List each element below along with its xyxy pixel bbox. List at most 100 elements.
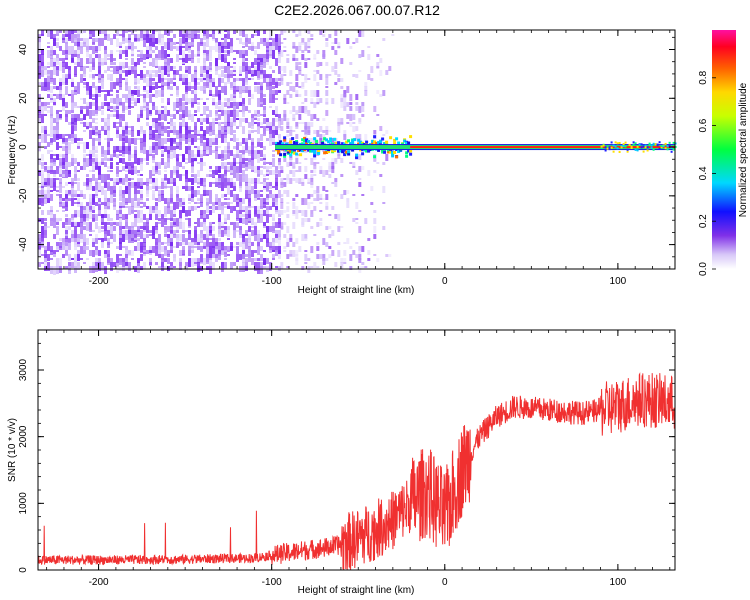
spectrogram-cell xyxy=(182,254,185,256)
spectrogram-cell xyxy=(191,102,194,107)
spectrogram-cell xyxy=(221,50,224,53)
spectrogram-cell xyxy=(224,102,227,107)
spectrogram-cell xyxy=(56,38,59,41)
spectrogram-cell xyxy=(149,214,152,220)
spectrogram-cell xyxy=(209,110,212,117)
spectrogram-cell xyxy=(197,118,200,122)
spectrogram-cell xyxy=(92,102,95,106)
spectrogram-cell xyxy=(218,106,221,111)
spectrogram-cell xyxy=(125,166,128,168)
spectrogram-cell xyxy=(331,42,335,44)
spectrogram-cell xyxy=(143,238,146,243)
spectrogram-cell xyxy=(203,150,206,156)
spectrogram-cell xyxy=(77,234,80,238)
spectrogram-cell xyxy=(260,198,263,207)
spectrogram-cell xyxy=(242,78,245,86)
spectrogram-cell xyxy=(173,82,176,86)
spectrogram-cell xyxy=(221,226,224,228)
spectrogram-cell xyxy=(44,166,47,170)
spectrogram-cell xyxy=(131,94,134,101)
spectrogram-cell xyxy=(110,110,113,112)
spectrogram-cell xyxy=(146,106,149,108)
spectrogram-cell xyxy=(98,250,101,256)
spectrogram-cell xyxy=(92,202,95,205)
spectrogram-cell xyxy=(38,50,41,53)
spectrogram-cell xyxy=(152,50,155,53)
spectrogram-cell xyxy=(101,38,104,46)
spectrogram-cell xyxy=(248,254,251,256)
spectrogram-cell xyxy=(176,42,179,44)
spectrogram-cell xyxy=(122,166,125,171)
spectrogram-cell xyxy=(44,198,47,204)
spectrogram-cell xyxy=(310,174,314,179)
spectrogram-cell xyxy=(59,238,62,241)
spectrogram-cell xyxy=(263,222,266,228)
spectrogram-signal-cell xyxy=(313,154,317,158)
spectrogram-cell xyxy=(92,38,95,44)
spectrogram-cell xyxy=(227,238,230,240)
spectrogram-cell xyxy=(131,126,134,131)
spectrogram-cell xyxy=(65,242,68,251)
spectrogram-cell xyxy=(83,74,86,77)
spectrogram-cell xyxy=(364,134,368,141)
spectrogram-cell xyxy=(227,122,230,127)
spectrogram-cell xyxy=(167,98,170,105)
spectrogram-cell xyxy=(337,226,341,232)
spectrogram-cell xyxy=(328,34,332,38)
spectrogram-cell xyxy=(227,142,230,149)
spectrogram-cell xyxy=(203,190,206,196)
spectrogram-cell xyxy=(301,218,305,225)
spectrogram-cell xyxy=(233,106,236,111)
spectrogram-cell xyxy=(179,210,182,219)
spectrogram-cell xyxy=(53,266,56,275)
spectrogram-cell xyxy=(92,86,95,88)
spectrogram-cell xyxy=(119,86,122,90)
spectrogram-cell xyxy=(245,246,248,249)
spectrogram-cell xyxy=(248,246,251,252)
spectrogram-cell xyxy=(113,182,116,186)
spectrogram-cell xyxy=(119,66,122,70)
spectrogram-cell xyxy=(289,86,293,91)
spectrogram-cell xyxy=(227,162,230,165)
spectrogram-cell xyxy=(62,198,65,201)
spectrogram-cell xyxy=(364,266,368,268)
spectrogram-cell xyxy=(140,174,143,176)
spectrogram-cell xyxy=(59,202,62,207)
spectrogram-cell xyxy=(113,202,116,205)
spectrogram-cell xyxy=(182,110,185,114)
spectrogram-cell xyxy=(242,218,245,224)
spectrogram-cell xyxy=(275,194,278,199)
spectrogram-cell xyxy=(197,202,200,204)
spectrogram-cell xyxy=(86,214,89,219)
spectrogram-cell xyxy=(385,70,389,75)
spectrogram-cell xyxy=(194,34,197,39)
spectrogram-cell xyxy=(245,254,248,257)
spectrogram-cell xyxy=(304,42,308,46)
spectrogram-cell xyxy=(176,242,179,248)
spectrogram-cell xyxy=(292,198,296,201)
spectrogram-cell xyxy=(119,226,122,235)
spectrogram-cell xyxy=(307,178,311,182)
spectrogram-signal-cell xyxy=(355,156,359,160)
spectrogram-cell xyxy=(343,134,347,140)
spectrogram-cell xyxy=(161,118,164,120)
spectrogram-signal-cell xyxy=(345,150,349,154)
spectrogram-cell xyxy=(334,50,338,55)
spectrogram-cell xyxy=(38,110,41,113)
spectrogram-cell xyxy=(62,186,65,188)
spectrogram-cell xyxy=(272,142,275,145)
spectrogram-cell xyxy=(140,250,143,252)
spectrogram-cell xyxy=(346,238,350,244)
spectrogram-cell xyxy=(62,162,65,169)
spectrogram-cell xyxy=(44,134,47,143)
spectrogram-cell xyxy=(355,218,359,220)
spectrogram-cell xyxy=(68,198,71,201)
spectrogram-cell xyxy=(62,74,65,83)
spectrogram-cell xyxy=(283,114,287,121)
spectrogram-cell xyxy=(215,138,218,145)
spectrogram-cell xyxy=(71,102,74,110)
spectrogram-cell xyxy=(179,74,182,78)
spectrogram-cell xyxy=(316,70,320,74)
colorbar: 0.00.20.40.60.8 Normalized spectral ampl… xyxy=(698,30,749,276)
spectrogram-cell xyxy=(146,78,149,87)
